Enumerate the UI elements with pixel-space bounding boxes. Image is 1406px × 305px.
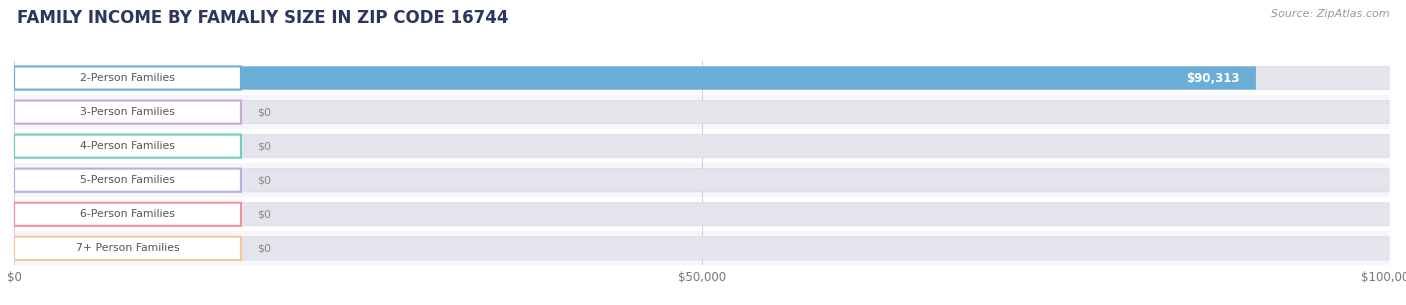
Text: FAMILY INCOME BY FAMALIY SIZE IN ZIP CODE 16744: FAMILY INCOME BY FAMALIY SIZE IN ZIP COD… <box>17 9 509 27</box>
Text: $0: $0 <box>257 243 271 253</box>
Text: $0: $0 <box>257 175 271 185</box>
Bar <box>14 163 1389 197</box>
FancyBboxPatch shape <box>14 66 1256 90</box>
FancyBboxPatch shape <box>14 135 240 158</box>
FancyBboxPatch shape <box>14 203 1389 226</box>
Bar <box>14 95 1389 129</box>
Text: Source: ZipAtlas.com: Source: ZipAtlas.com <box>1271 9 1389 19</box>
Bar <box>14 231 1389 265</box>
Text: 7+ Person Families: 7+ Person Families <box>76 243 180 253</box>
Text: $0: $0 <box>257 141 271 151</box>
FancyBboxPatch shape <box>14 169 1389 192</box>
FancyBboxPatch shape <box>14 101 240 124</box>
Text: 2-Person Families: 2-Person Families <box>80 73 174 83</box>
Text: $0: $0 <box>257 209 271 219</box>
Text: 5-Person Families: 5-Person Families <box>80 175 174 185</box>
Text: 4-Person Families: 4-Person Families <box>80 141 174 151</box>
Bar <box>14 197 1389 231</box>
FancyBboxPatch shape <box>14 169 240 192</box>
FancyBboxPatch shape <box>14 237 1389 260</box>
Text: 6-Person Families: 6-Person Families <box>80 209 174 219</box>
FancyBboxPatch shape <box>14 135 1389 158</box>
FancyBboxPatch shape <box>14 101 1389 124</box>
Text: $90,313: $90,313 <box>1185 72 1240 84</box>
Bar <box>14 61 1389 95</box>
FancyBboxPatch shape <box>14 237 240 260</box>
FancyBboxPatch shape <box>14 66 1389 90</box>
FancyBboxPatch shape <box>14 203 240 226</box>
Text: $0: $0 <box>257 107 271 117</box>
Text: 3-Person Families: 3-Person Families <box>80 107 174 117</box>
Bar <box>14 129 1389 163</box>
FancyBboxPatch shape <box>14 66 240 90</box>
